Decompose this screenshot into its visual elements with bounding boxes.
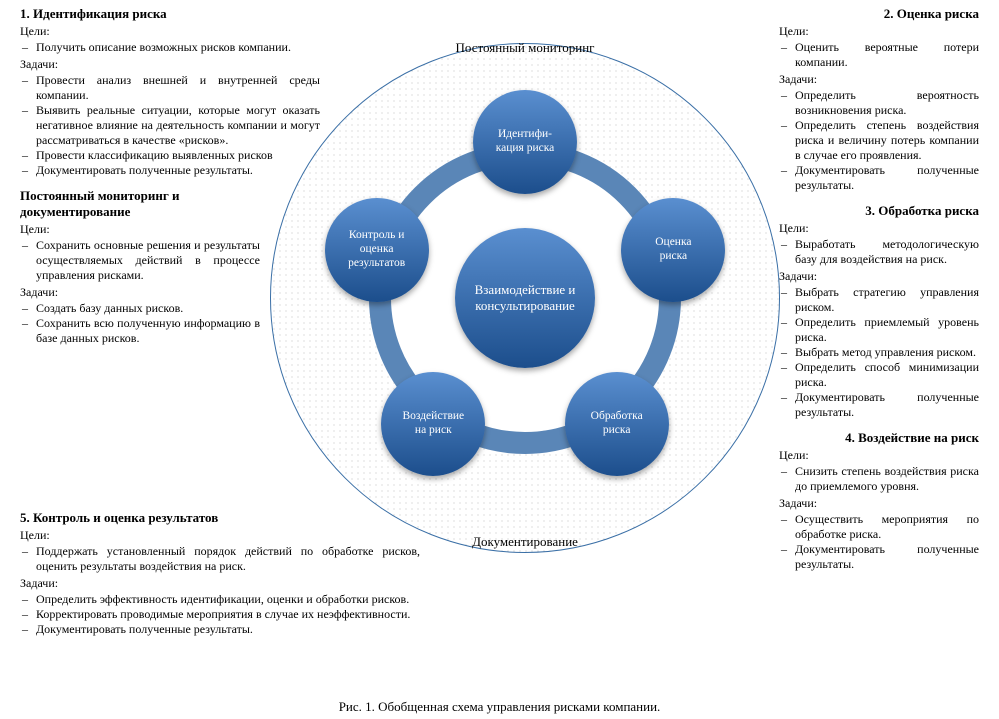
list-item: Определить способ минимизации риска. [779, 360, 979, 390]
goals-heading: Цели: [779, 448, 979, 463]
tasks-list: Определить вероятность возникновения рис… [779, 88, 979, 193]
process-node: Обработка риска [565, 372, 669, 476]
list-item: Документировать полученные результаты. [779, 390, 979, 420]
list-item: Определить приемлемый уровень риска. [779, 315, 979, 345]
list-item: Выбрать стратегию управления риском. [779, 285, 979, 315]
list-item: Оценить вероятные потери компании. [779, 40, 979, 70]
block-2-assessment: 2. Оценка риска Цели: Оценить вероятные … [779, 6, 979, 193]
list-item: Определить вероятность возникновения рис… [779, 88, 979, 118]
outer-label-bottom: Документирование [472, 534, 578, 550]
list-item: Снизить степень воздействия риска до при… [779, 464, 979, 494]
list-item: Создать базу данных рисков. [20, 301, 260, 316]
list-item: Выбрать метод управления риском. [779, 345, 979, 360]
tasks-heading: Задачи: [20, 576, 420, 591]
list-item: Документировать полученные результаты. [20, 622, 420, 637]
list-item: Осуществить мероприятия по обработке рис… [779, 512, 979, 542]
process-node: Оценка риска [621, 198, 725, 302]
tasks-heading: Задачи: [779, 72, 979, 87]
list-item: Определить эффективность идентификации, … [20, 592, 420, 607]
block-title: 3. Обработка риска [779, 203, 979, 219]
block-title: 4. Воздействие на риск [779, 430, 979, 446]
figure-caption: Рис. 1. Обобщенная схема управления риск… [339, 699, 661, 715]
tasks-heading: Задачи: [779, 269, 979, 284]
tasks-list: Создать базу данных рисков.Сохранить всю… [20, 301, 260, 346]
center-node: Взаимодействие и консультирование [455, 228, 595, 368]
block-3-processing: 3. Обработка риска Цели: Выработать мето… [779, 203, 979, 420]
tasks-list: Выбрать стратегию управления риском.Опре… [779, 285, 979, 420]
goals-list: Снизить степень воздействия риска до при… [779, 464, 979, 494]
process-node: Воздействие на риск [381, 372, 485, 476]
right-column: 2. Оценка риска Цели: Оценить вероятные … [779, 6, 979, 582]
goals-list: Выработать методологическую базу для воз… [779, 237, 979, 267]
block-title: 2. Оценка риска [779, 6, 979, 22]
list-item: Сохранить основные решения и результаты … [20, 238, 260, 283]
goals-heading: Цели: [20, 222, 260, 237]
goals-heading: Цели: [779, 24, 979, 39]
list-item: Выработать методологическую базу для воз… [779, 237, 979, 267]
tasks-heading: Задачи: [779, 496, 979, 511]
process-node: Контроль и оценка результатов [325, 198, 429, 302]
goals-heading: Цели: [779, 221, 979, 236]
list-item: Определить степень воздействия риска и в… [779, 118, 979, 163]
process-node: Идентифи- кация риска [473, 90, 577, 194]
block-title: Постоянный мониторинг и документирование [20, 188, 260, 220]
center-node-label: Взаимодействие и консультирование [461, 282, 589, 313]
list-item: Документировать полученные результаты. [779, 542, 979, 572]
tasks-list: Определить эффективность идентификации, … [20, 592, 420, 637]
block-monitoring: Постоянный мониторинг и документирование… [20, 188, 260, 346]
list-item: Документировать полученные результаты. [779, 163, 979, 193]
outer-label-top: Постоянный мониторинг [456, 40, 595, 56]
goals-list: Оценить вероятные потери компании. [779, 40, 979, 70]
tasks-heading: Задачи: [20, 285, 260, 300]
tasks-list: Осуществить мероприятия по обработке рис… [779, 512, 979, 572]
list-item: Сохранить всю полученную информацию в ба… [20, 316, 260, 346]
list-item: Корректировать проводимые мероприятия в … [20, 607, 420, 622]
block-4-impact: 4. Воздействие на риск Цели: Снизить сте… [779, 430, 979, 572]
diagram: Постоянный мониторинг Документирование В… [260, 18, 790, 578]
goals-list: Сохранить основные решения и результаты … [20, 238, 260, 283]
